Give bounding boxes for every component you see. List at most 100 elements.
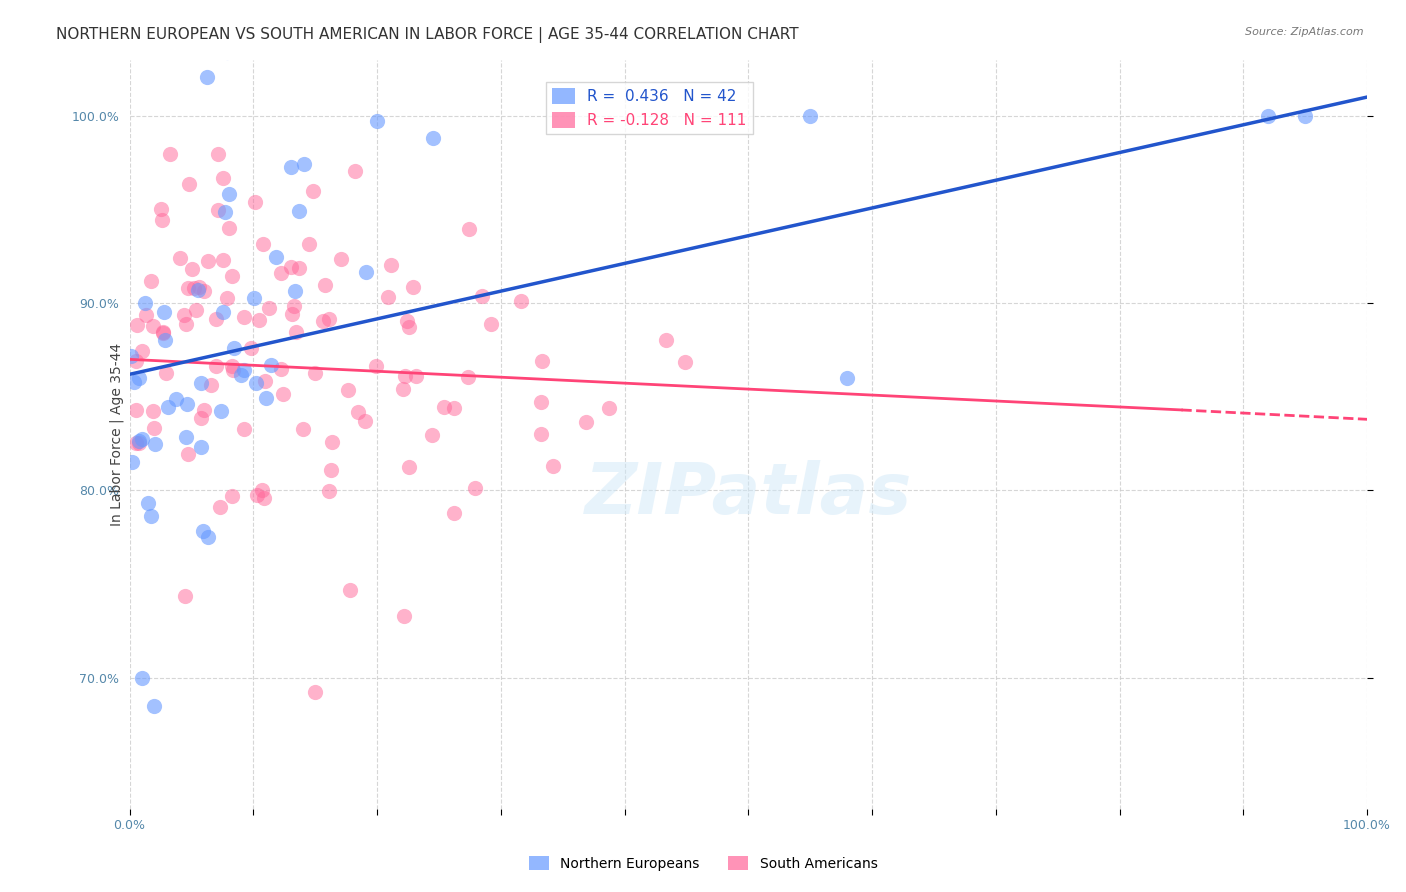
Point — [214, 205, 236, 219]
Point — [287, 260, 309, 275]
Point — [530, 427, 553, 442]
Point — [184, 303, 207, 318]
Point — [174, 429, 197, 443]
Point — [221, 269, 243, 284]
Point — [208, 500, 231, 514]
Point — [356, 265, 378, 279]
Point — [128, 371, 150, 385]
Point — [134, 295, 156, 310]
Point — [280, 307, 302, 321]
Point — [673, 355, 696, 369]
Point — [405, 369, 427, 384]
Point — [207, 203, 229, 218]
Point — [131, 671, 153, 685]
Point — [193, 284, 215, 298]
Point — [221, 489, 243, 503]
Point — [152, 326, 174, 340]
Point — [280, 161, 302, 175]
Point — [222, 363, 245, 377]
Point — [458, 222, 481, 236]
Point — [530, 395, 553, 409]
Point — [271, 387, 294, 401]
Point — [288, 204, 311, 219]
Text: Source: ZipAtlas.com: Source: ZipAtlas.com — [1246, 27, 1364, 37]
Point — [215, 291, 238, 305]
Point — [264, 250, 287, 264]
Point — [207, 147, 229, 161]
Point — [347, 405, 370, 419]
Point — [395, 314, 418, 328]
Point — [392, 608, 415, 623]
Point — [165, 392, 187, 406]
Point — [150, 202, 173, 217]
Point — [354, 414, 377, 428]
Point — [240, 341, 263, 355]
Point — [211, 252, 233, 267]
Point — [366, 114, 388, 128]
Point — [364, 359, 387, 373]
Point — [304, 685, 326, 699]
Point — [283, 299, 305, 313]
Point — [125, 318, 148, 332]
Point — [292, 422, 315, 436]
Point — [120, 349, 142, 363]
Point — [398, 460, 420, 475]
Point — [402, 279, 425, 293]
Point — [212, 305, 235, 319]
Point — [233, 362, 256, 376]
Text: NORTHERN EUROPEAN VS SOUTH AMERICAN IN LABOR FORCE | AGE 35-44 CORRELATION CHART: NORTHERN EUROPEAN VS SOUTH AMERICAN IN L… — [56, 27, 799, 43]
Point — [247, 312, 270, 326]
Point — [433, 400, 456, 414]
Point — [541, 458, 564, 473]
Point — [218, 220, 240, 235]
Point — [152, 325, 174, 339]
Point — [457, 370, 479, 384]
Point — [232, 310, 254, 325]
Point — [124, 376, 146, 390]
Point — [176, 396, 198, 410]
Point — [221, 359, 243, 373]
Point — [343, 163, 366, 178]
Point — [270, 361, 292, 376]
Point — [420, 427, 443, 442]
Point — [377, 290, 399, 304]
Point — [218, 186, 240, 201]
Point — [298, 236, 321, 251]
Point — [398, 320, 420, 334]
Point — [242, 291, 264, 305]
Point — [135, 308, 157, 322]
Point — [187, 279, 209, 293]
Point — [391, 382, 413, 396]
Point — [510, 294, 533, 309]
Point — [142, 421, 165, 435]
Point — [142, 404, 165, 418]
Point — [190, 441, 212, 455]
Point — [304, 366, 326, 380]
Point — [1257, 109, 1279, 123]
Point — [837, 371, 859, 385]
Point — [131, 432, 153, 446]
Point — [575, 415, 598, 429]
Point — [254, 391, 277, 405]
Point — [270, 266, 292, 280]
Point — [191, 524, 214, 538]
Point — [174, 589, 197, 603]
Point — [152, 305, 174, 319]
Point — [155, 366, 177, 380]
Point — [257, 301, 280, 315]
Point — [128, 434, 150, 449]
Point — [311, 314, 333, 328]
Point — [131, 343, 153, 358]
Point — [197, 254, 219, 268]
Point — [1294, 109, 1316, 123]
Point — [173, 308, 195, 322]
Point — [183, 281, 205, 295]
Point — [530, 354, 553, 368]
Legend: R =  0.436   N = 42, R = -0.128   N = 111: R = 0.436 N = 42, R = -0.128 N = 111 — [546, 82, 752, 134]
Point — [143, 437, 166, 451]
Point — [215, 45, 238, 60]
Point — [292, 156, 315, 170]
Point — [187, 283, 209, 297]
Point — [321, 434, 343, 449]
Point — [443, 401, 465, 415]
